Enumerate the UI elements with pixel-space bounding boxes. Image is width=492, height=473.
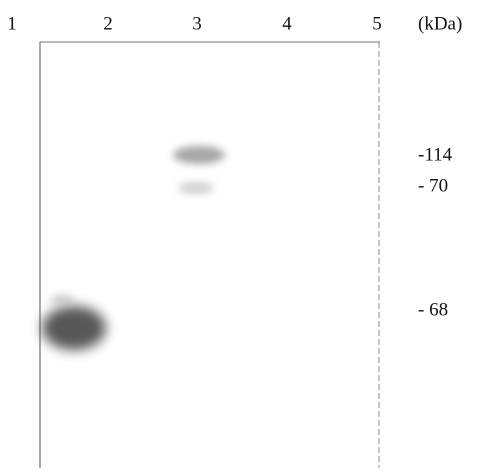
marker-label: -114	[418, 144, 453, 165]
page: {"lanes": ["1", "2", "3", "4", "5"], "un…	[0, 0, 492, 468]
lane-label: 2	[103, 13, 113, 34]
band	[173, 146, 225, 164]
blot-figure: 1 2 3 4 5 (kDa) -114 - 70 - 68	[0, 0, 492, 468]
marker-labels: -114 - 70 - 68	[418, 144, 453, 320]
lane-label: 5	[372, 13, 382, 34]
lane-label: 4	[282, 13, 292, 34]
band	[42, 306, 106, 350]
lane-label: 3	[192, 13, 202, 34]
lane-label: 1	[7, 13, 17, 34]
band	[50, 294, 74, 306]
unit-label: (kDa)	[418, 13, 462, 34]
gel	[40, 42, 380, 468]
lane-labels: 1 2 3 4 5	[7, 13, 382, 34]
band	[178, 182, 214, 194]
marker-label: - 70	[418, 175, 448, 196]
marker-label: - 68	[418, 299, 448, 320]
